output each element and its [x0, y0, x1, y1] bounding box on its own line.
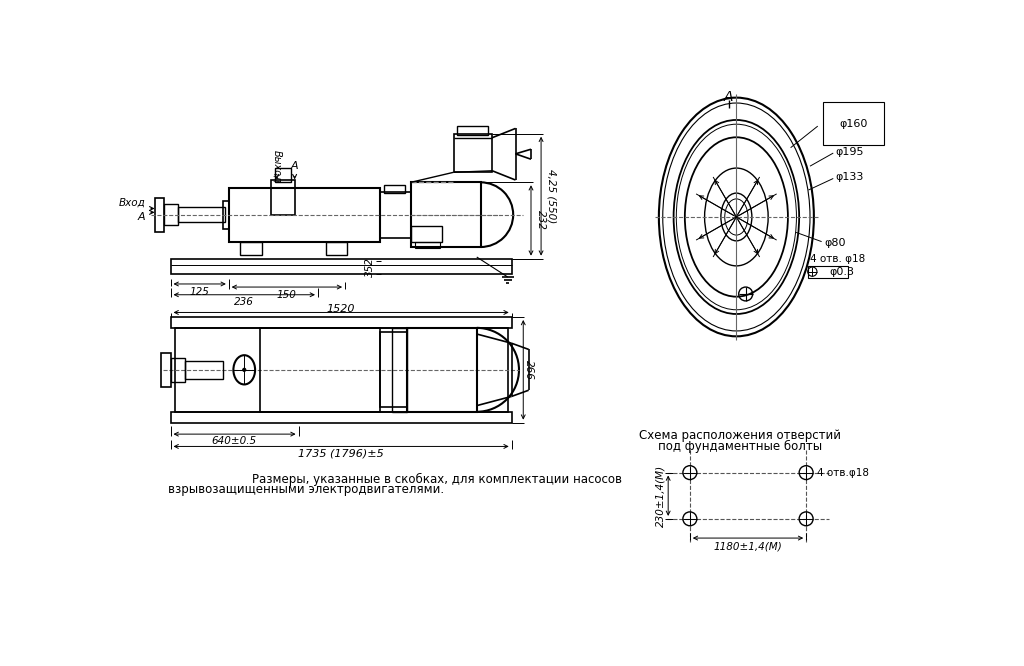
Text: 4 отв.φ18: 4 отв.φ18 — [817, 468, 869, 478]
Text: 4,25 (550): 4,25 (550) — [547, 169, 556, 223]
Bar — [162, 353, 171, 387]
Bar — [178, 207, 225, 222]
Bar — [241, 242, 262, 256]
Bar — [171, 412, 512, 422]
Text: 1520: 1520 — [327, 304, 355, 314]
Bar — [808, 266, 848, 278]
Text: под фундаментные болты: под фундаментные болты — [658, 440, 822, 453]
Bar — [228, 188, 380, 242]
Bar — [326, 242, 347, 256]
Text: A: A — [137, 212, 145, 222]
Bar — [391, 328, 407, 412]
Bar — [155, 198, 165, 232]
Text: 1180±1,4(М): 1180±1,4(М) — [714, 541, 782, 551]
Bar — [384, 185, 406, 193]
Text: Выход: Выход — [271, 150, 282, 182]
Text: 150: 150 — [276, 290, 297, 300]
Bar — [380, 192, 411, 238]
Text: A: A — [724, 90, 733, 104]
Text: Вход: Вход — [119, 198, 145, 208]
Text: 230±1,4(М): 230±1,4(М) — [655, 465, 666, 527]
Text: 352: 352 — [365, 257, 375, 277]
Text: взрывозащищенными электродвигателями.: взрывозащищенными электродвигателями. — [168, 484, 444, 496]
Bar — [171, 358, 184, 382]
Text: φ80: φ80 — [824, 238, 846, 248]
Bar — [171, 258, 512, 274]
Text: Размеры, указанные в скобках, для комплектации насосов: Размеры, указанные в скобках, для компле… — [252, 473, 622, 486]
Bar — [165, 204, 178, 226]
Text: 232: 232 — [537, 210, 547, 230]
Text: 640±0.5: 640±0.5 — [212, 436, 257, 446]
Text: A: A — [291, 161, 298, 171]
Bar — [260, 328, 380, 412]
Bar — [171, 317, 512, 328]
Text: 266: 266 — [524, 360, 535, 380]
Bar — [275, 168, 291, 182]
Bar — [411, 226, 442, 242]
Text: Схема расположения отверстий: Схема расположения отверстий — [639, 429, 842, 442]
Bar — [407, 328, 477, 412]
Text: 125: 125 — [189, 286, 209, 296]
Bar — [222, 201, 228, 228]
Bar — [271, 180, 295, 214]
Text: φ0.3: φ0.3 — [829, 266, 854, 276]
Bar — [415, 242, 439, 248]
Text: 1735 (1796)±5: 1735 (1796)±5 — [298, 448, 384, 458]
Bar — [411, 182, 480, 247]
Bar — [454, 134, 493, 172]
Text: φ195: φ195 — [836, 147, 864, 157]
Text: 4 отв. φ18: 4 отв. φ18 — [810, 254, 865, 264]
Text: φ133: φ133 — [836, 172, 864, 182]
Bar — [174, 328, 508, 412]
Text: 236: 236 — [234, 298, 254, 308]
Circle shape — [243, 368, 246, 372]
Bar — [380, 332, 407, 407]
Text: φ160: φ160 — [840, 119, 867, 129]
Bar — [184, 360, 223, 379]
Bar — [458, 126, 488, 135]
